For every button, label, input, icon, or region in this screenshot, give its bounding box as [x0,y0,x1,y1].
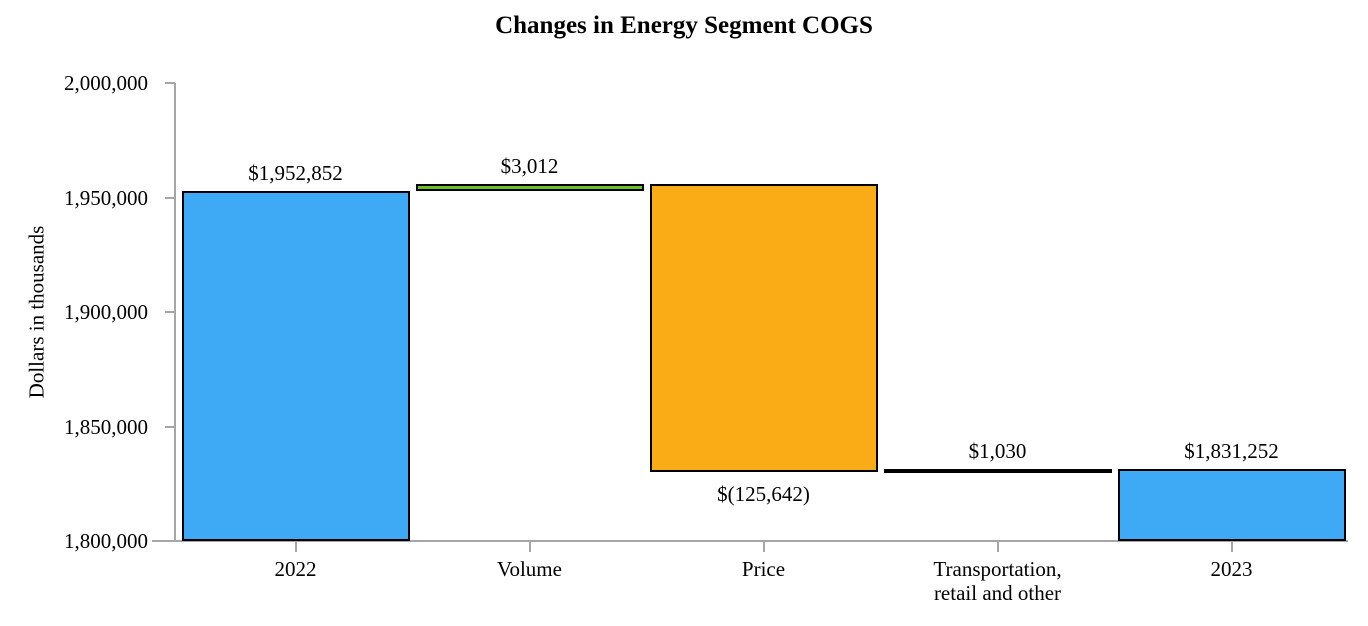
y-tick-label: 1,900,000 [64,300,148,324]
category-label: Transportation, retail and other [933,557,1062,606]
y-tick-label: 1,850,000 [64,414,148,439]
bar-value-label: $1,831,252 [1184,439,1279,464]
y-axis-line [174,83,176,541]
chart-title: Changes in Energy Segment COGS [495,12,873,39]
bar-value-label: $3,012 [500,154,559,179]
x-tick-mark [1230,541,1233,552]
waterfall-bar [883,469,1112,474]
waterfall-bar [649,184,878,472]
category-label: 2022 [274,557,317,581]
category-label: Volume [497,557,562,581]
waterfall-bar [181,190,410,541]
waterfall-bar [415,184,644,191]
category-label: Price [741,557,786,581]
y-tick-mark [165,82,175,84]
y-tick-label: 1,800,000 [64,529,148,553]
bar-value-label: $1,952,852 [248,160,343,185]
x-axis-line [152,540,1348,542]
category-label: 2023 [1210,557,1253,581]
y-tick-mark [165,311,175,313]
bar-value-label: $(125,642) [717,481,810,506]
bar-value-label: $1,030 [968,439,1027,464]
y-tick-mark [165,196,175,199]
x-tick-mark [996,541,999,552]
y-tick-label: 1,950,000 [64,185,148,210]
y-tick-label: 2,000,000 [64,71,148,95]
x-tick-mark [528,541,531,552]
y-tick-mark [165,425,175,428]
x-tick-mark [762,541,765,552]
x-tick-mark [294,541,297,552]
waterfall-bar [1117,469,1346,541]
y-tick-mark [165,540,175,542]
